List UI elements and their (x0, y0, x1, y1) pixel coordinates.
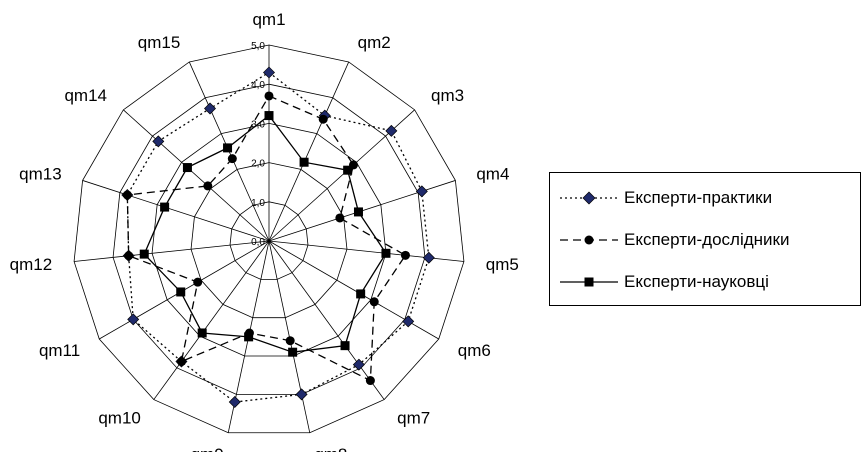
data-point (381, 248, 391, 258)
grid-ring (151, 122, 387, 357)
category-label: qm6 (458, 341, 491, 360)
tick-label: 0,0 (251, 237, 265, 248)
category-label: qm11 (39, 341, 80, 360)
data-point (139, 249, 149, 259)
category-label: qm1 (252, 10, 285, 29)
category-label: qm13 (19, 165, 62, 184)
data-point (385, 124, 398, 137)
category-label: qm2 (358, 33, 391, 52)
radar-series (121, 66, 435, 409)
data-point (400, 250, 410, 260)
tick-label: 1,0 (251, 198, 265, 209)
category-label: qm5 (486, 255, 519, 274)
data-point (288, 347, 298, 357)
grid-spoke (123, 109, 270, 242)
tick-label: 2,0 (251, 159, 265, 170)
category-label: qm3 (431, 86, 464, 105)
data-point (204, 102, 217, 115)
legend-label: Експерти-практики (624, 188, 773, 207)
category-label: qm10 (98, 408, 141, 427)
data-point (152, 135, 165, 148)
data-point (124, 251, 134, 261)
legend-item-scientists: Експерти-науковці (558, 267, 769, 297)
radar-labels: 0,0 1,0 2,0 3,0 4,0 5,0 qm1 qm2 qm3 qm4 qm5 qm6 qm7 q… (10, 10, 519, 452)
data-point (264, 111, 274, 121)
tick-label: 4,0 (251, 80, 265, 91)
grid-ring (73, 44, 465, 434)
data-point (122, 190, 132, 200)
grid-ring (190, 162, 348, 319)
data-point (343, 165, 353, 175)
data-point (285, 336, 295, 346)
data-point (182, 163, 192, 173)
category-label: qm9 (191, 445, 224, 452)
series-line (126, 95, 407, 382)
data-point (176, 287, 186, 297)
category-label: qm15 (138, 33, 181, 52)
legend-item-practitioners: Експерти-практики (558, 183, 772, 213)
category-label: qm14 (64, 86, 107, 105)
data-point (335, 213, 345, 223)
category-label: qm12 (10, 255, 53, 274)
data-point (353, 207, 363, 217)
data-point (127, 313, 140, 326)
data-point (352, 358, 365, 371)
legend-label: Експерти-науковці (624, 272, 769, 291)
data-point (223, 143, 233, 153)
data-point (197, 328, 207, 338)
category-label: qm8 (314, 445, 347, 452)
legend-key-solid-square (560, 277, 618, 287)
data-point (299, 157, 309, 167)
data-point (160, 202, 170, 212)
grid-spoke (74, 240, 270, 262)
data-point (227, 154, 237, 164)
legend-item-researchers: Експерти-дослідники (558, 225, 789, 255)
data-point (295, 388, 308, 401)
data-point (193, 277, 203, 287)
grid-spoke (268, 240, 385, 400)
grid-ring (229, 201, 309, 280)
data-point (264, 91, 274, 101)
legend-key-dashed-circle (560, 235, 618, 245)
data-point (263, 66, 275, 79)
data-point (356, 289, 366, 299)
grid-spoke (268, 240, 464, 262)
grid-spoke (268, 240, 439, 340)
series-line (143, 114, 387, 353)
data-point (369, 297, 379, 307)
data-point (244, 332, 254, 342)
tick-label: 5,0 (251, 41, 265, 52)
radar-grid (73, 44, 465, 434)
grid-spoke (268, 61, 350, 242)
data-point (422, 251, 435, 264)
grid-spoke (82, 180, 270, 242)
radar-chart: 0,0 1,0 2,0 3,0 4,0 5,0 qm1 qm2 qm3 qm4 qm5 qm6 qm7 q… (10, 10, 519, 452)
data-point (340, 341, 350, 351)
category-label: qm7 (397, 408, 430, 427)
data-point (318, 114, 328, 124)
data-point (415, 185, 428, 198)
category-label: qm4 (476, 165, 509, 184)
grid-ring (112, 83, 426, 395)
data-point (228, 396, 241, 409)
legend-key-dotted-diamond (560, 191, 618, 205)
tick-label: 3,0 (251, 119, 265, 130)
legend: Експерти-практики Експерти-дослідники Ек… (549, 172, 861, 306)
data-point (402, 315, 415, 328)
data-point (176, 357, 186, 367)
legend-label: Експерти-дослідники (624, 230, 790, 249)
data-point (203, 181, 213, 191)
grid-spoke (153, 240, 270, 400)
data-point (365, 376, 375, 386)
